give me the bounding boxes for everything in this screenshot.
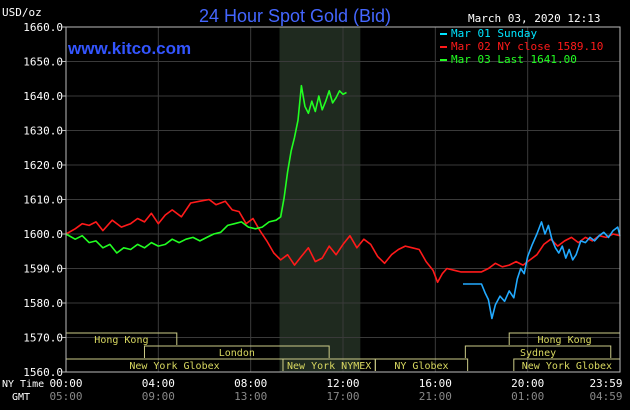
- timestamp: March 03, 2020 12:13: [468, 12, 600, 25]
- y-tick-label: 1630.0: [23, 125, 63, 138]
- session-label: Hong Kong: [94, 335, 148, 346]
- gmt-tick-label: 09:00: [142, 390, 175, 403]
- session-label: Hong Kong: [538, 335, 592, 346]
- legend: Mar 01 Sunday Mar 02 NY close 1589.10 Ma…: [440, 27, 603, 66]
- y-tick-label: 1650.0: [23, 56, 63, 69]
- legend-item-mar-02: Mar 02 NY close 1589.10: [451, 40, 603, 53]
- x-tick-label: 08:00: [234, 377, 267, 390]
- gmt-tick-label: 01:00: [511, 390, 544, 403]
- y-tick-label: 1590.0: [23, 263, 63, 276]
- series-line: [463, 221, 621, 320]
- y-tick-label: 1660.0: [23, 21, 63, 34]
- gmt-tick-label: 04:59: [589, 390, 622, 403]
- gmt-tick-label: 17:00: [326, 390, 359, 403]
- y-tick-label: 1640.0: [23, 90, 63, 103]
- session-label: NY Globex: [394, 361, 448, 372]
- legend-item-mar-03: Mar 03 Last 1641.00: [451, 53, 577, 66]
- session-bar: [143, 345, 330, 358]
- gmt-tick-label: 21:00: [419, 390, 452, 403]
- chart-title: 24 Hour Spot Gold (Bid): [199, 6, 391, 26]
- series-line: [65, 84, 347, 254]
- session-bar: [464, 345, 612, 358]
- session-label: New York Globex: [522, 361, 612, 372]
- session-bar: [374, 358, 469, 371]
- gmt-axis-label: GMT: [12, 392, 30, 403]
- x-tick-label: 20:00: [511, 377, 544, 390]
- y-tick-label: 1560.0: [23, 366, 63, 379]
- gmt-tick-label: 05:00: [49, 390, 82, 403]
- session-label: New York Globex: [129, 361, 219, 372]
- x-tick-label: 00:00: [49, 377, 82, 390]
- y-tick-label: 1580.0: [23, 297, 63, 310]
- y-tick-label: 1600.0: [23, 228, 63, 241]
- site-url[interactable]: www.kitco.com: [67, 39, 191, 58]
- y-tick-label: 1620.0: [23, 159, 63, 172]
- gmt-tick-label: 13:00: [234, 390, 267, 403]
- session-label: Sydney: [520, 348, 556, 359]
- legend-item-mar-01: Mar 01 Sunday: [451, 27, 537, 40]
- x-tick-label: 16:00: [419, 377, 452, 390]
- ny-time-axis-label: NY Time: [2, 379, 44, 390]
- x-tick-label: 12:00: [326, 377, 359, 390]
- series-line: [65, 198, 621, 284]
- x-tick-label: 23:59: [589, 377, 622, 390]
- session-label: New York NYMEX: [287, 361, 371, 372]
- y-tick-label: 1570.0: [23, 332, 63, 345]
- y-tick-label: 1610.0: [23, 194, 63, 207]
- x-tick-label: 04:00: [142, 377, 175, 390]
- session-label: London: [219, 348, 255, 359]
- y-axis-unit-label: USD/oz: [2, 6, 42, 19]
